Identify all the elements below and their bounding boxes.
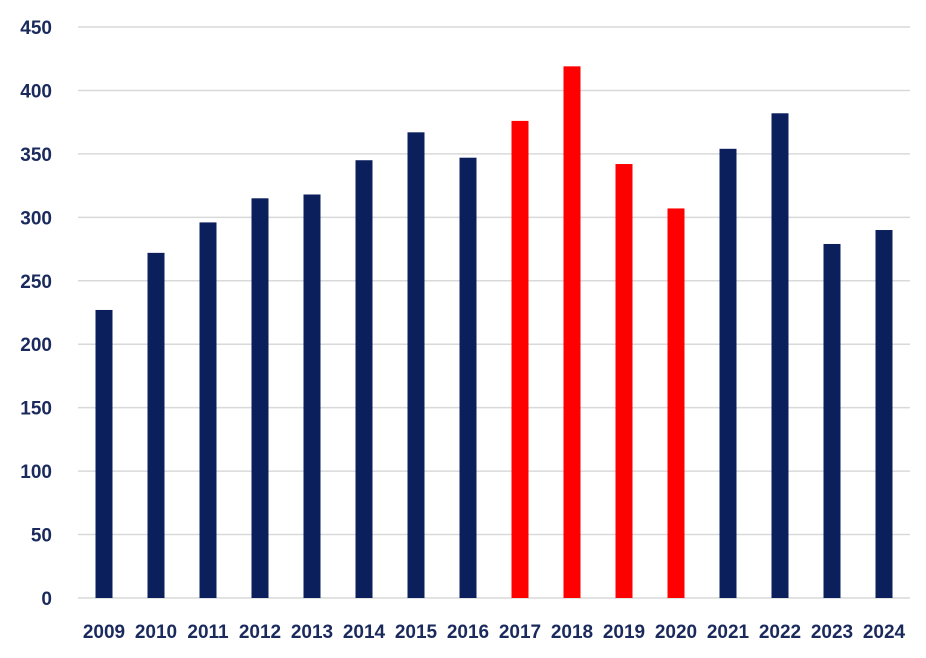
bar-2021 [719,148,737,598]
x-tick-label: 2012 [239,622,281,643]
bar-2012 [251,198,269,599]
bar-2018 [563,66,581,598]
x-tick-label: 2015 [395,622,438,643]
x-tick-label: 2013 [291,622,333,643]
bar-2016 [459,157,477,598]
y-tick-label: 100 [20,462,52,483]
x-tick-label: 2021 [707,622,750,643]
bar-2017 [511,120,529,599]
bar-2020 [667,208,685,598]
bar-2024 [875,230,893,598]
y-tick-label: 0 [41,589,52,610]
x-tick-label: 2022 [759,622,801,643]
x-tick-label: 2020 [655,622,697,643]
y-tick-label: 200 [20,335,52,356]
y-tick-label: 300 [20,208,52,229]
x-tick-label: 2024 [863,622,906,643]
x-axis-tick-labels: 2009 2010 2011 2012 2013 2014 2015 2016 2017 2018… [83,622,906,643]
x-tick-label: 2009 [83,622,125,643]
bar-2023 [823,243,841,599]
x-tick-label: 2019 [603,622,645,643]
bar-2022 [771,113,789,598]
gridlines [78,26,910,599]
x-tick-label: 2010 [135,622,177,643]
x-tick-label: 2011 [187,622,229,643]
bar-2010 [147,252,165,598]
y-tick-label: 50 [31,526,52,547]
y-axis-tick-labels: 0 50 100 150 200 250 300 350 400 450 [20,18,52,610]
x-tick-label: 2016 [447,622,489,643]
x-tick-label: 2017 [499,622,541,643]
x-tick-label: 2023 [811,622,853,643]
bar-2015 [407,132,425,598]
y-tick-label: 450 [20,18,52,39]
y-tick-label: 350 [20,145,52,166]
bar-2014 [355,160,373,598]
bar-2009 [95,309,113,598]
x-tick-label: 2018 [551,622,593,643]
x-tick-label: 2014 [343,622,386,643]
y-tick-label: 400 [20,81,52,102]
y-tick-label: 250 [20,272,52,293]
bar-2011 [199,222,217,599]
bar-2013 [303,194,321,598]
bars [95,66,893,599]
y-tick-label: 150 [20,399,52,420]
bar-2019 [615,164,633,599]
